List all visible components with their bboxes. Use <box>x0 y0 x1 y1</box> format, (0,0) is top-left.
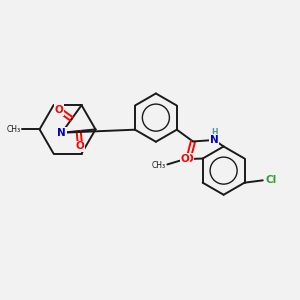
Text: CH₃: CH₃ <box>152 161 166 170</box>
Text: Cl: Cl <box>266 175 277 185</box>
Text: O: O <box>184 154 193 164</box>
Text: O: O <box>181 154 189 164</box>
Text: O: O <box>55 105 64 115</box>
Text: N: N <box>210 135 219 145</box>
Text: O: O <box>76 141 85 151</box>
Text: N: N <box>57 128 66 138</box>
Text: CH₃: CH₃ <box>6 125 20 134</box>
Text: H: H <box>211 128 217 136</box>
